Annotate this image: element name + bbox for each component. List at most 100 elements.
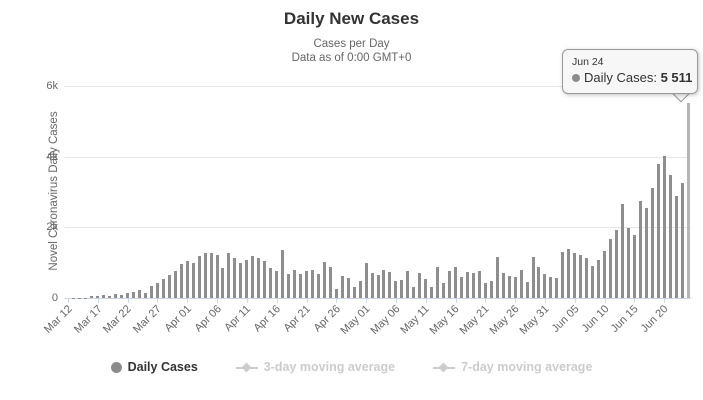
bar-mar-29[interactable] [167,274,171,298]
legend-item-7-day-moving-average[interactable]: 7-day moving average [433,360,592,374]
bar-may-13[interactable] [436,267,440,298]
bar-mar-24[interactable] [138,289,142,298]
bar-apr-08[interactable] [227,253,231,298]
bar-may-02[interactable] [370,273,374,298]
bar-jun-02[interactable] [555,278,559,298]
bar-apr-11[interactable] [245,259,249,298]
bar-mar-25[interactable] [143,293,147,298]
bar-apr-13[interactable] [257,258,261,298]
bar-apr-18[interactable] [287,273,291,298]
bar-may-03[interactable] [376,274,380,298]
bar-may-07[interactable] [400,279,404,298]
bar-jun-24[interactable] [686,103,690,298]
bar-may-15[interactable] [448,271,452,298]
bar-mar-31[interactable] [179,264,183,298]
bar-apr-30[interactable] [358,280,362,298]
bar-apr-19[interactable] [293,270,297,298]
bar-apr-21[interactable] [304,271,308,298]
bar-apr-03[interactable] [197,256,201,298]
bar-jun-14[interactable] [626,228,630,298]
bar-apr-15[interactable] [269,268,273,298]
bar-may-22[interactable] [489,281,493,298]
bar-apr-04[interactable] [203,253,207,298]
bar-jun-08[interactable] [591,265,595,298]
bar-mar-19[interactable] [108,296,112,298]
legend-item-3-day-moving-average[interactable]: 3-day moving average [235,360,395,374]
bar-may-05[interactable] [388,271,392,298]
bar-jun-21[interactable] [668,175,672,298]
bar-mar-20[interactable] [114,294,118,298]
bar-jun-09[interactable] [597,260,601,298]
bar-jun-11[interactable] [609,238,612,298]
bar-may-27[interactable] [519,270,523,298]
bar-mar-27[interactable] [155,282,159,298]
bar-may-11[interactable] [424,278,428,298]
bar-may-20[interactable] [477,270,481,298]
bar-jun-18[interactable] [650,188,654,298]
bar-mar-26[interactable] [149,285,153,298]
bar-jun-19[interactable] [656,163,660,298]
bar-jun-23[interactable] [680,183,684,298]
bar-may-24[interactable] [501,273,505,298]
bar-mar-21[interactable] [120,295,124,298]
bar-apr-29[interactable] [352,287,356,298]
bar-apr-05[interactable] [209,253,213,298]
bar-apr-23[interactable] [316,273,320,298]
bar-may-12[interactable] [430,286,434,298]
bar-apr-12[interactable] [251,256,255,298]
bar-apr-10[interactable] [239,263,243,298]
bar-mar-30[interactable] [173,270,177,298]
bar-may-23[interactable] [495,257,499,298]
bar-may-14[interactable] [442,283,446,298]
bar-may-10[interactable] [418,273,422,298]
bar-jun-03[interactable] [561,251,565,298]
bar-mar-18[interactable] [102,295,106,298]
bar-apr-20[interactable] [299,273,302,298]
bar-mar-16[interactable] [90,295,94,298]
bar-apr-27[interactable] [340,275,344,298]
bar-apr-07[interactable] [221,267,225,298]
bar-apr-22[interactable] [310,270,314,298]
bar-jun-16[interactable] [638,201,642,298]
bar-apr-16[interactable] [275,270,279,298]
bar-mar-22[interactable] [126,293,130,298]
bar-may-28[interactable] [525,282,529,298]
bar-jun-05[interactable] [573,253,577,298]
bar-mar-23[interactable] [132,292,136,298]
bar-may-04[interactable] [382,270,386,298]
bar-apr-02[interactable] [191,263,195,298]
bar-jun-12[interactable] [614,230,618,298]
bar-jun-22[interactable] [674,195,678,298]
bar-apr-06[interactable] [215,254,219,298]
bar-jun-20[interactable] [662,156,666,298]
bar-apr-26[interactable] [334,289,338,298]
bar-may-17[interactable] [459,276,463,298]
bar-jun-04[interactable] [567,248,571,298]
bar-jun-06[interactable] [579,254,583,298]
bar-jun-17[interactable] [644,207,648,298]
bar-may-29[interactable] [531,256,535,298]
bar-may-30[interactable] [537,267,541,298]
bar-may-25[interactable] [507,275,511,298]
bar-may-21[interactable] [483,283,487,298]
bar-may-26[interactable] [513,276,517,298]
bar-jun-10[interactable] [603,250,607,298]
bar-may-18[interactable] [465,272,469,298]
bar-may-01[interactable] [364,263,368,298]
bar-jun-01[interactable] [549,276,553,298]
bar-jun-13[interactable] [620,204,624,298]
bar-may-09[interactable] [412,287,416,298]
bar-apr-14[interactable] [263,261,267,298]
bar-apr-17[interactable] [281,249,285,298]
legend-item-daily-cases[interactable]: Daily Cases [110,360,198,374]
bar-may-31[interactable] [543,273,547,298]
bar-apr-24[interactable] [322,262,326,298]
bar-apr-28[interactable] [346,278,350,298]
bar-may-08[interactable] [406,270,410,298]
bar-apr-09[interactable] [233,258,237,298]
bar-may-16[interactable] [454,266,457,298]
bar-mar-28[interactable] [161,278,165,298]
bar-may-19[interactable] [471,273,475,298]
bar-jun-07[interactable] [585,257,589,298]
bar-apr-25[interactable] [328,267,332,298]
